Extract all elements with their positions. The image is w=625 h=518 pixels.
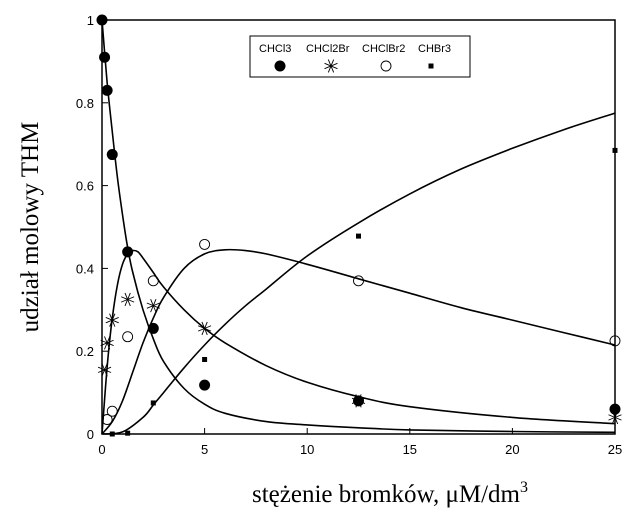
point-chbr3 xyxy=(150,400,156,406)
point-chcl3 xyxy=(122,246,134,258)
legend-marker-chbr3 xyxy=(428,63,434,69)
point-chbr3 xyxy=(125,430,131,436)
point-chbr3 xyxy=(202,356,208,362)
x-axis-label-text: stężenie bromków, μM/dm xyxy=(252,481,521,508)
point-chclbr2 xyxy=(147,275,159,287)
point-chcl2br xyxy=(121,292,135,307)
y-axis-label: udział molowy THM xyxy=(17,122,44,333)
y-tick-label: 0.2 xyxy=(76,344,94,359)
legend-marker-chcl3 xyxy=(274,60,286,72)
point-chclbr2 xyxy=(106,405,118,417)
y-tick-label: 1 xyxy=(87,13,94,28)
legend-box xyxy=(249,35,471,78)
y-tick-label: 0.8 xyxy=(76,96,94,111)
y-tick-label: 0.6 xyxy=(76,179,94,194)
point-chbr3 xyxy=(109,431,115,437)
plot-frame xyxy=(101,19,616,435)
y-tick-label: 0.4 xyxy=(76,261,94,276)
point-chcl2br xyxy=(105,313,119,327)
point-chcl2br xyxy=(146,299,160,313)
x-tick-label: 25 xyxy=(608,442,622,457)
curve-chclbr2 xyxy=(101,248,616,435)
x-tick-label: 15 xyxy=(403,442,417,457)
curve-chbr3 xyxy=(101,112,616,435)
plot-area: 0 5 10 15 20 25 0 0.2 0.4 0.6 0.8 1 xyxy=(76,13,622,457)
point-chclbr2 xyxy=(353,275,364,287)
point-chcl2br xyxy=(197,321,212,336)
legend-label-chclbr2: CHClBr2 xyxy=(362,43,405,55)
x-tick-label: 5 xyxy=(201,442,208,457)
x-tick-label: 20 xyxy=(505,442,519,457)
point-chcl3 xyxy=(147,322,159,334)
x-tick-label: 10 xyxy=(300,442,314,457)
legend-label-chcl2br: CHCl2Br xyxy=(306,43,350,55)
point-chclbr2 xyxy=(101,414,113,425)
x-axis-label: stężenie bromków, μM/dm3 xyxy=(252,479,528,508)
point-chcl2br xyxy=(100,336,114,350)
point-chcl3 xyxy=(99,51,111,63)
fitted-curves xyxy=(101,19,616,435)
point-chcl3 xyxy=(101,84,113,96)
point-chcl3 xyxy=(106,149,118,161)
point-chbr3 xyxy=(612,147,618,153)
y-tick-label: 0 xyxy=(87,427,94,442)
axis-ticks: 0 5 10 15 20 25 0 0.2 0.4 0.6 0.8 1 xyxy=(76,13,622,457)
point-chcl2br xyxy=(97,363,112,377)
x-axis-label-superscript: 3 xyxy=(520,479,528,496)
legend-markers xyxy=(274,59,434,73)
point-chclbr2 xyxy=(199,238,211,250)
point-chcl2br xyxy=(351,394,366,408)
curve-chcl3 xyxy=(101,19,616,434)
legend-label-chbr3: CHBr3 xyxy=(418,43,451,55)
point-chcl3 xyxy=(609,403,621,415)
x-tick-label: 0 xyxy=(98,442,105,457)
data-points xyxy=(96,14,622,437)
point-chcl3 xyxy=(199,379,211,391)
point-chcl2br xyxy=(608,410,622,425)
point-chclbr2 xyxy=(609,335,621,347)
legend-label-chcl3: CHCl3 xyxy=(259,43,291,55)
legend-marker-chclbr2 xyxy=(380,60,392,72)
point-chbr3 xyxy=(356,233,361,239)
legend-marker-chcl2br xyxy=(324,59,338,73)
legend: CHCl3 CHCl2Br CHClBr2 CHBr3 xyxy=(249,35,471,78)
point-chclbr2 xyxy=(122,331,134,343)
